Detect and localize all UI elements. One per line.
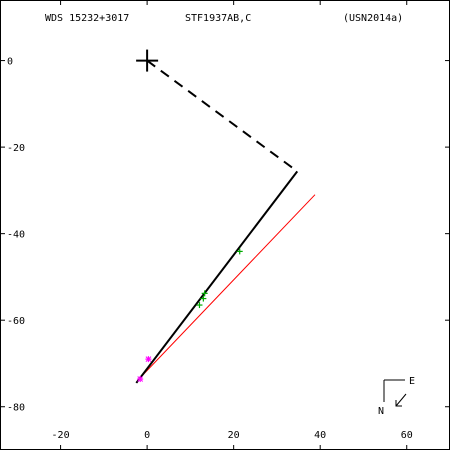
wds-designation: WDS 15232+3017 <box>45 13 129 24</box>
node-line <box>146 59 298 173</box>
observation-magenta <box>137 376 144 383</box>
compass-rose: E N <box>378 376 415 417</box>
compass-motion-arrow <box>395 393 407 407</box>
compass-north-label: N <box>378 406 384 417</box>
x-tick-label: 40 <box>314 430 326 441</box>
observation-magenta <box>145 356 152 363</box>
y-tick-label: 0 <box>7 57 13 68</box>
plot-header: WDS 15232+3017 STF1937AB,C (USN2014a) <box>45 13 403 24</box>
observation-green <box>201 290 208 297</box>
reference-line <box>138 194 316 379</box>
discoverer-designation: STF1937AB,C <box>185 13 251 24</box>
axis-tick-labels: -20 0 20 40 60 0 -20 -40 -60 -80 <box>7 57 413 441</box>
y-tick-label: -60 <box>7 316 25 327</box>
orbit-lines <box>135 49 316 384</box>
observation-green <box>200 295 207 302</box>
observation-green <box>196 302 203 309</box>
orbit-reference: (USN2014a) <box>343 13 403 24</box>
y-tick-label: -80 <box>7 403 25 414</box>
observation-green <box>236 248 243 255</box>
y-tick-label: -20 <box>7 143 25 154</box>
observation-points <box>137 248 243 383</box>
x-tick-label: 60 <box>401 430 413 441</box>
compass-arrow-head <box>395 400 402 407</box>
y-tick-label: -40 <box>7 230 25 241</box>
observation-magenta-d2 <box>145 356 152 362</box>
x-tick-label: -20 <box>52 430 70 441</box>
x-tick-label: 20 <box>228 430 240 441</box>
compass-east-label: E <box>409 376 415 387</box>
x-tick-label: 0 <box>144 430 150 441</box>
orbit-path <box>135 170 299 384</box>
observation-magenta-d2 <box>137 376 144 382</box>
